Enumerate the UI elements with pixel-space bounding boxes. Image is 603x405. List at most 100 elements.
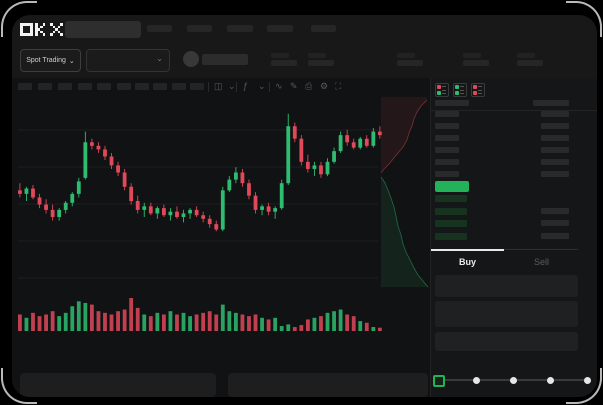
line-tool-icon[interactable]: ∿ — [275, 81, 283, 91]
stat-value — [271, 60, 297, 66]
chart-area[interactable]: ◫ ⌄ ƒ ⌄ ∿ ✎ ⎙ ⚙ ⛶ — [12, 78, 432, 397]
chart-tools[interactable]: ◫ ⌄ ƒ ⌄ ∿ ✎ ⎙ ⚙ ⛶ — [12, 78, 432, 96]
icon-line — [478, 89, 482, 91]
ask-amount[interactable] — [541, 159, 569, 165]
top-nav — [12, 15, 597, 45]
bottom-panel-left[interactable] — [20, 373, 216, 397]
icon-cell — [473, 91, 477, 95]
logo-pixel — [42, 23, 46, 26]
ask-price[interactable] — [435, 135, 459, 141]
stat-label — [463, 53, 481, 58]
interval-button[interactable] — [58, 83, 72, 90]
slider-stop[interactable] — [509, 377, 517, 384]
screenshot-icon[interactable]: ⎙ — [305, 81, 313, 91]
ask-amount[interactable] — [541, 123, 569, 129]
total-input[interactable] — [435, 332, 578, 351]
tab-sell[interactable]: Sell — [533, 257, 549, 267]
nav-item[interactable] — [267, 25, 293, 32]
nav-item[interactable] — [147, 25, 172, 32]
logo-pixel — [57, 25, 61, 29]
logo-pixel — [20, 33, 23, 36]
book-asks-icon[interactable] — [471, 83, 485, 97]
icon-col — [437, 85, 441, 95]
book-bids-icon[interactable] — [453, 83, 467, 97]
slider-stop[interactable] — [583, 377, 591, 384]
nav-item[interactable] — [311, 25, 336, 32]
stat-value — [463, 60, 489, 66]
icon-line — [442, 89, 446, 91]
ask-price[interactable] — [435, 111, 459, 117]
stat-label — [271, 53, 289, 58]
amount-input[interactable] — [435, 301, 578, 327]
ask-amount[interactable] — [541, 111, 569, 117]
interval-button[interactable] — [153, 83, 167, 90]
bid-amount[interactable] — [541, 207, 569, 214]
interval-button[interactable] — [38, 83, 52, 90]
draw-icon[interactable]: ✎ — [290, 81, 298, 91]
interval-button[interactable] — [135, 83, 149, 90]
interval-button[interactable] — [18, 83, 32, 90]
orderbook-trade-panel: Buy Sell — [430, 78, 597, 397]
bottom-panel-right[interactable] — [228, 373, 428, 397]
settings-gear-icon[interactable]: ⚙ — [320, 81, 329, 91]
stat-label — [517, 53, 535, 58]
bid-amount[interactable] — [541, 233, 569, 240]
stat-value — [517, 60, 543, 66]
icon-cell — [473, 85, 477, 89]
ticker-stats — [12, 15, 597, 75]
candlestick-chart[interactable] — [12, 96, 432, 397]
logo-pixel — [35, 28, 38, 31]
trade-tabs: Buy Sell — [431, 249, 578, 274]
ask-price[interactable] — [435, 147, 459, 153]
search-input[interactable] — [65, 21, 141, 38]
logo-pixel — [35, 23, 38, 26]
divider — [208, 82, 209, 92]
ask-amount[interactable] — [541, 147, 569, 153]
logo-pixel — [25, 33, 28, 36]
slider-handle[interactable] — [433, 375, 445, 387]
okx-logo[interactable] — [20, 23, 63, 37]
logo-pixel — [37, 28, 41, 31]
timeframe-toolbar[interactable] — [12, 78, 432, 96]
divider — [431, 110, 597, 111]
indicators-icon[interactable]: ƒ — [243, 81, 249, 91]
logo-pixel — [30, 23, 33, 26]
interval-button[interactable] — [117, 83, 131, 90]
nav-item[interactable] — [187, 25, 212, 32]
fullscreen-icon[interactable]: ⛶ — [335, 81, 342, 91]
icon-line — [460, 89, 464, 91]
book-both-icon[interactable] — [435, 83, 449, 97]
slider-stop[interactable] — [472, 377, 480, 384]
interval-button[interactable] — [97, 83, 111, 90]
icon-cell — [437, 91, 441, 95]
price-input[interactable] — [435, 275, 578, 297]
bid-amount[interactable] — [541, 220, 569, 227]
chevron-down-icon[interactable]: ⌄ — [258, 81, 266, 91]
interval-button[interactable] — [78, 83, 92, 90]
logo-pixel — [57, 30, 61, 34]
logo-pixel — [20, 30, 23, 34]
interval-button[interactable] — [172, 83, 186, 90]
bid-price[interactable] — [435, 195, 467, 202]
ask-amount[interactable] — [541, 171, 569, 177]
pair-selector-dropdown[interactable]: ⌄ — [86, 49, 170, 72]
bid-price[interactable] — [435, 220, 467, 228]
stat-value — [308, 60, 334, 66]
bid-price[interactable] — [435, 207, 467, 215]
interval-button[interactable] — [190, 83, 204, 90]
coin-icon — [183, 51, 199, 67]
chevron-down-icon[interactable]: ⌄ — [228, 81, 236, 91]
active-tab-indicator — [431, 249, 504, 251]
logo-pixel — [22, 23, 26, 26]
slider-stop[interactable] — [546, 377, 554, 384]
nav-item[interactable] — [227, 25, 253, 32]
tab-buy[interactable]: Buy — [458, 257, 476, 267]
last-price-badge[interactable] — [435, 181, 469, 192]
bid-price[interactable] — [435, 233, 467, 241]
ask-price[interactable] — [435, 171, 459, 177]
ask-price[interactable] — [435, 123, 459, 129]
ask-price[interactable] — [435, 159, 459, 165]
trading-mode-button[interactable]: Spot Trading ⌄ — [20, 49, 81, 72]
candle-type-icon[interactable]: ◫ — [214, 81, 223, 91]
ask-amount[interactable] — [541, 135, 569, 141]
